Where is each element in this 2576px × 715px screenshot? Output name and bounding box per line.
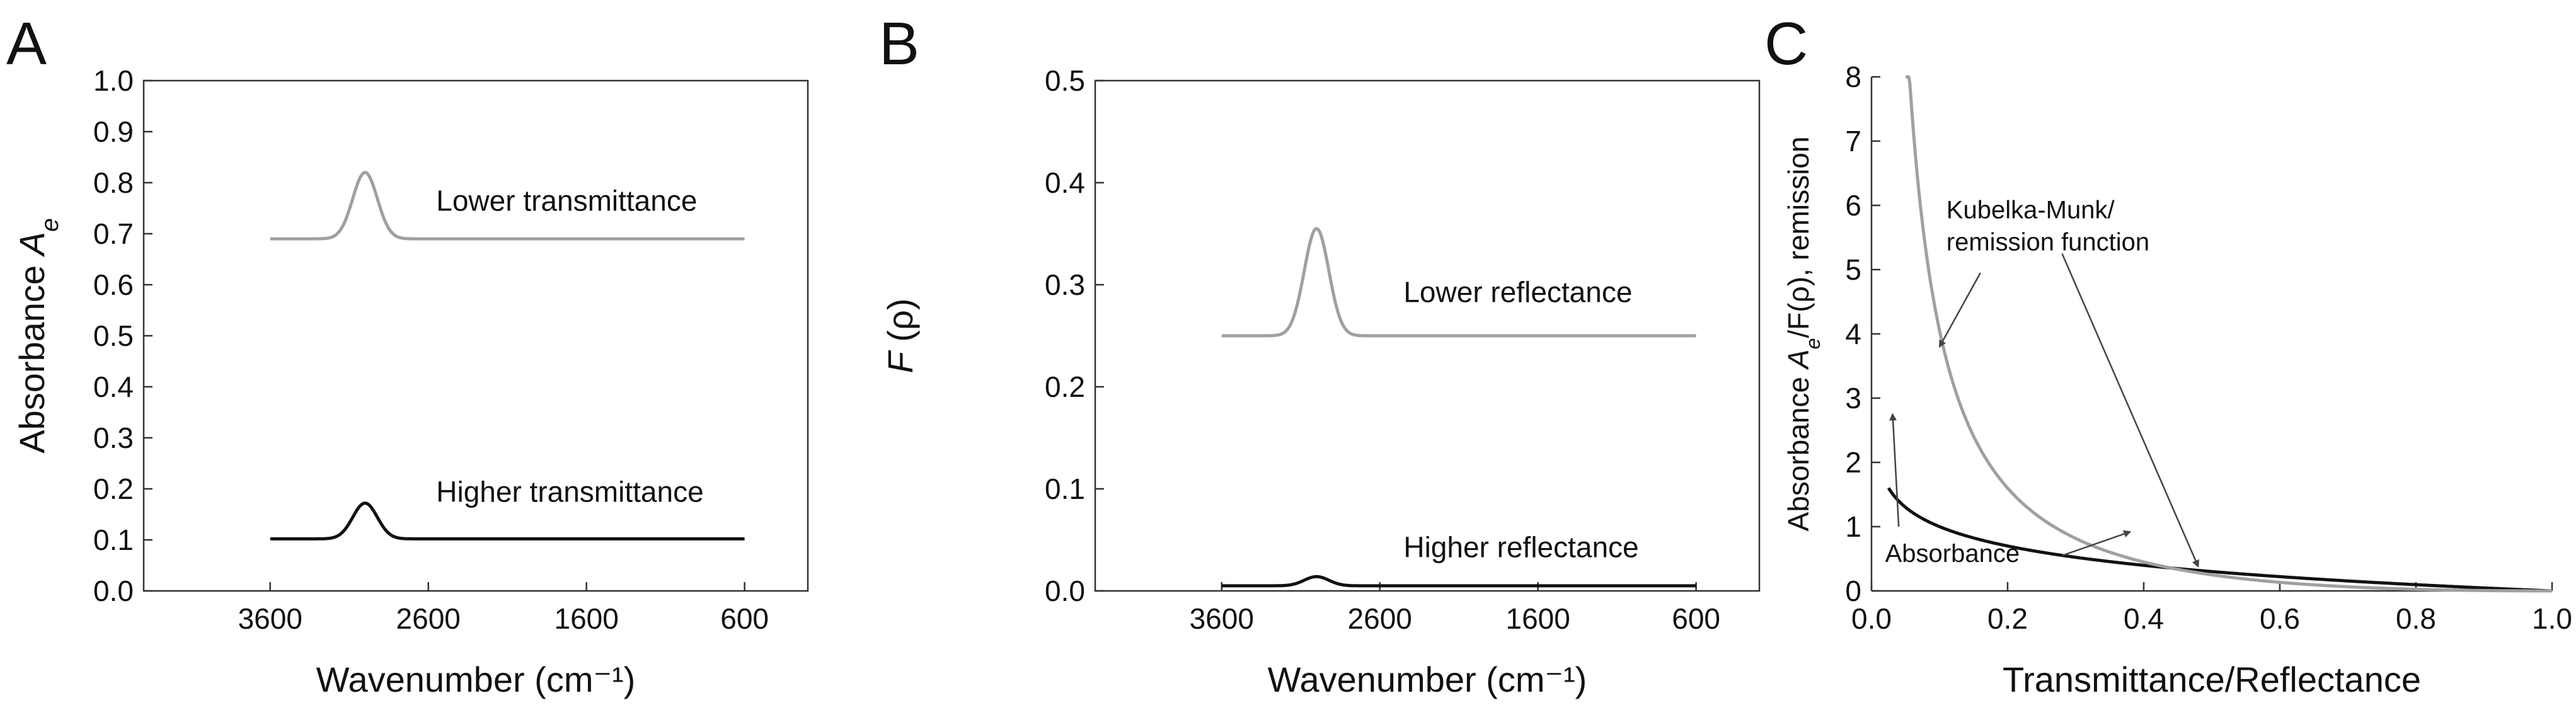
y-tick-label: 3 [1845,382,1861,415]
x-tick-label: 0.4 [2124,602,2164,635]
x-axis-title: Wavenumber (cm⁻¹) [1268,660,1587,699]
panel-B: B 0.0 0.1 0.2 0.3 0.4 0.5 3600 2600 1600 600 Wavenu… [879,10,1761,699]
y-tick-label: 0.0 [93,575,134,607]
x-tick-label: 1600 [554,602,618,635]
y-axis-title-main: Absorbance [1782,369,1815,531]
y-axis-title-rest: /F(ρ), remission [1782,137,1815,338]
y-tick-label: 0.4 [93,370,134,403]
y-tick-label: 0.8 [93,166,134,199]
y-tick-label: 4 [1845,317,1861,350]
annotation-1: Higher transmittance [436,475,703,508]
y-tick-label: 0.5 [1045,64,1085,97]
annotation-0: Lower reflectance [1403,276,1632,309]
x-tick-label: 3600 [1190,602,1254,635]
panel-label-B: B [879,10,919,77]
x-tick-label: 2600 [396,602,461,635]
x-tick-label: 0.6 [2260,602,2300,635]
y-tick-label: 0.9 [93,115,134,148]
y-tick-label: 2 [1845,446,1861,479]
x-axis-title: Transmittance/Reflectance [2003,660,2421,699]
y-tick-label: 0.1 [1045,472,1085,505]
y-tick-label: 0.2 [93,472,134,505]
x-tick-label: 0.0 [1851,602,1892,635]
y-axis-title: Absorbance Ae/F(ρ), remission [1782,137,1824,532]
y-axis-title: F (ρ) [880,299,920,374]
series-line-1 [269,501,745,541]
x-tick-label: 600 [1672,602,1720,635]
y-axis-title-italic: A [1782,350,1815,371]
y-tick-label: 0.4 [1045,166,1085,199]
panel-A: A 0.0 0.1 0.2 0.3 0.4 0.5 0.6 0.7 0.8 0.9 1.0 3600 26… [6,10,809,699]
arrow-2 [2061,530,2132,557]
y-axis-title-italic: A [12,232,52,257]
y-axis-title-main: Absorbance [12,255,52,453]
annotation-2: Absorbance [1885,540,2020,568]
x-tick-label: 600 [720,602,769,635]
y-axis-title: Absorbance Ae [12,218,64,454]
y-tick-label: 7 [1845,125,1861,157]
plot-frame [1094,79,1761,592]
y-axis-title-rest: (ρ) [880,299,920,352]
x-tick-label: 0.8 [2396,602,2436,635]
series-line-0 [1221,227,1697,338]
y-tick-label: 8 [1845,60,1861,93]
y-tick-label: 0.0 [1045,575,1085,607]
y-tick-label: 0.5 [93,319,134,352]
panel-label-A: A [6,10,47,77]
x-tick-label: 1600 [1505,602,1570,635]
y-tick-label: 0.3 [93,421,134,454]
y-tick-label: 0.6 [93,268,134,301]
arrow-3 [1889,413,1900,527]
y-tick-label: 1 [1845,510,1861,543]
x-tick-label: 3600 [238,602,302,635]
plot-frame [142,79,809,592]
series-line-1 [1905,75,2553,593]
arrow-0 [1938,272,1981,348]
y-tick-label: 0.1 [93,523,134,556]
annotation-0: Kubelka-Munk/ [1946,196,2115,224]
series-line-1 [1221,575,1697,588]
y-tick-label: 6 [1845,189,1861,222]
x-tick-label: 2600 [1348,602,1412,635]
panel-label-C: C [1764,10,1808,77]
y-axis-title-italic: F [880,350,920,373]
series-line-0 [269,171,745,241]
arrow-1 [2061,253,2199,568]
y-tick-label: 1.0 [93,64,134,97]
annotation-1: remission function [1946,228,2149,256]
y-tick-label: 0.7 [93,217,134,250]
y-tick-label: 5 [1845,253,1861,286]
y-tick-label: 0.2 [1045,370,1085,403]
y-axis-title-sub: e [37,218,64,232]
annotation-1: Higher reflectance [1403,531,1638,564]
series-line-0 [1887,487,2553,593]
y-tick-label: 0.3 [1045,268,1085,301]
annotation-0: Lower transmittance [436,185,697,217]
y-tick-label: 0 [1845,575,1861,607]
x-axis-title: Wavenumber (cm⁻¹) [316,660,636,699]
panel-C: C 0 1 2 3 4 5 6 7 8 0.0 0.2 0.4 0.6 0.8 1.0 Transmittanc… [1764,10,2572,699]
y-axis-title-sub: e [1802,338,1824,350]
x-tick-label: 1.0 [2532,602,2572,635]
x-tick-label: 0.2 [1987,602,2028,635]
